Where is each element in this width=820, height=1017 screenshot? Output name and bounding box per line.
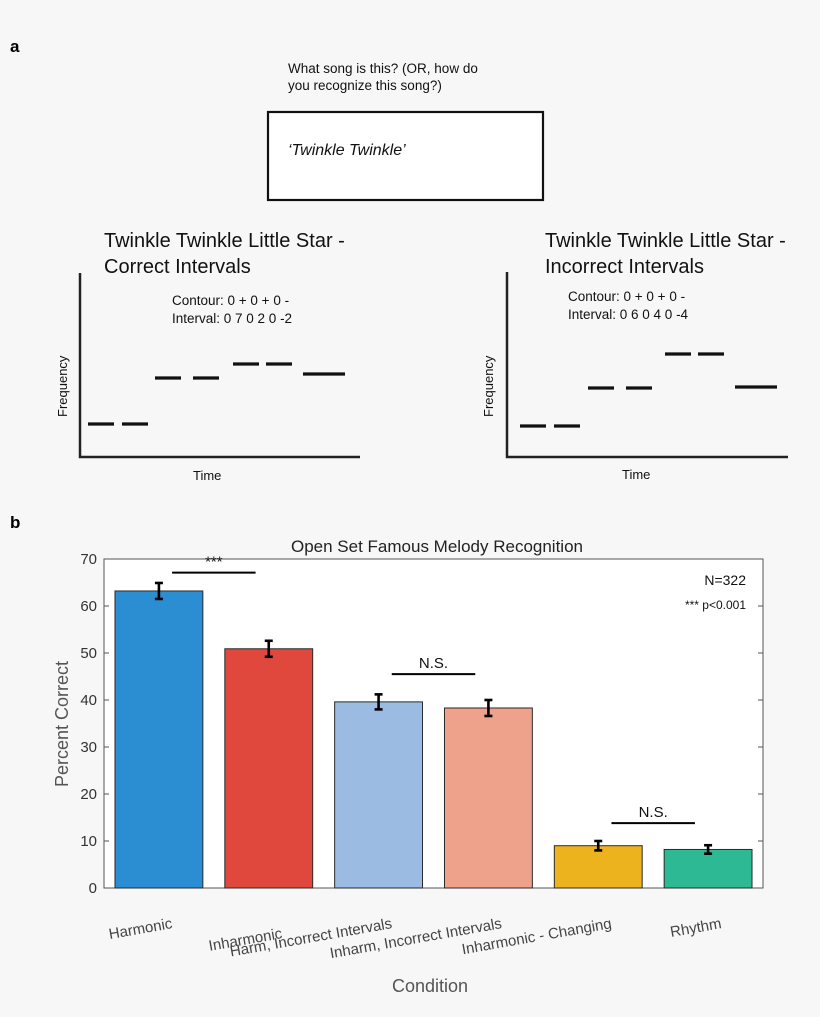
question-line-2: you recognize this song?) <box>288 78 442 93</box>
y-tick-label: 40 <box>80 692 97 709</box>
sample-size-annotation: N=322 <box>704 572 746 588</box>
panel-b-label: b <box>10 513 20 532</box>
y-tick-label: 0 <box>89 880 97 897</box>
bar <box>114 590 204 889</box>
y-tick-label: 50 <box>80 645 97 662</box>
melody-ylabel: Frequency <box>55 355 70 417</box>
error-bar <box>374 693 383 711</box>
melody-contour: Contour: 0 + 0 + 0 - <box>568 289 685 304</box>
y-tick-label: 30 <box>80 739 97 756</box>
error-bar <box>264 639 273 659</box>
panel-a-label: a <box>10 37 20 56</box>
melody-contour: Contour: 0 + 0 + 0 - <box>172 293 289 308</box>
melody-interval: Interval: 0 7 0 2 0 -2 <box>172 311 292 326</box>
answer-text: ‘Twinkle Twinkle’ <box>288 142 406 159</box>
melody-xlabel: Time <box>193 468 221 483</box>
melody-interval: Interval: 0 6 0 4 0 -4 <box>568 307 689 322</box>
melody-title-line-2: Incorrect Intervals <box>545 256 704 278</box>
bars <box>114 590 753 889</box>
melody-title-line-2: Correct Intervals <box>104 256 251 278</box>
y-axis: 0 10 20 30 40 50 60 70 <box>80 551 763 897</box>
significance-label: N.S. <box>639 804 668 821</box>
melody-title-line-1: Twinkle Twinkle Little Star - <box>104 230 345 252</box>
significance-label: *** <box>205 554 223 571</box>
y-tick-label: 20 <box>80 786 97 803</box>
y-axis-label: Percent Correct <box>52 661 72 787</box>
melody-title-line-1: Twinkle Twinkle Little Star - <box>545 230 786 252</box>
x-axis-label: Condition <box>392 976 468 996</box>
bar <box>334 701 424 889</box>
error-bar <box>704 843 713 855</box>
error-bars <box>154 581 713 855</box>
chart-title: Open Set Famous Melody Recognition <box>291 537 583 556</box>
significance-brackets: *** N.S. N.S. <box>172 554 695 825</box>
answer-box <box>266 110 545 202</box>
plot-area <box>103 558 764 889</box>
error-bar <box>154 581 163 601</box>
bar <box>553 845 643 889</box>
melody-axes <box>78 273 360 459</box>
category-label: Harmonic <box>107 915 174 943</box>
bar <box>224 648 314 889</box>
bar <box>443 707 533 889</box>
y-tick-label: 70 <box>80 551 97 568</box>
category-label: Rhythm <box>669 915 723 941</box>
bar <box>663 848 753 889</box>
significance-label: N.S. <box>419 655 448 672</box>
melody-incorrect: Twinkle Twinkle Little Star - Incorrect … <box>481 230 788 482</box>
melody-axes <box>505 272 788 459</box>
y-tick-label: 60 <box>80 598 97 615</box>
error-bar <box>484 698 493 718</box>
p-value-annotation: *** p<0.001 <box>685 598 746 612</box>
melody-correct: Twinkle Twinkle Little Star - Correct In… <box>55 230 360 483</box>
melody-ylabel: Frequency <box>481 355 496 417</box>
melody-xlabel: Time <box>622 467 650 482</box>
question-line-1: What song is this? (OR, how do <box>288 61 478 76</box>
y-tick-label: 10 <box>80 833 97 850</box>
error-bar <box>594 839 603 852</box>
